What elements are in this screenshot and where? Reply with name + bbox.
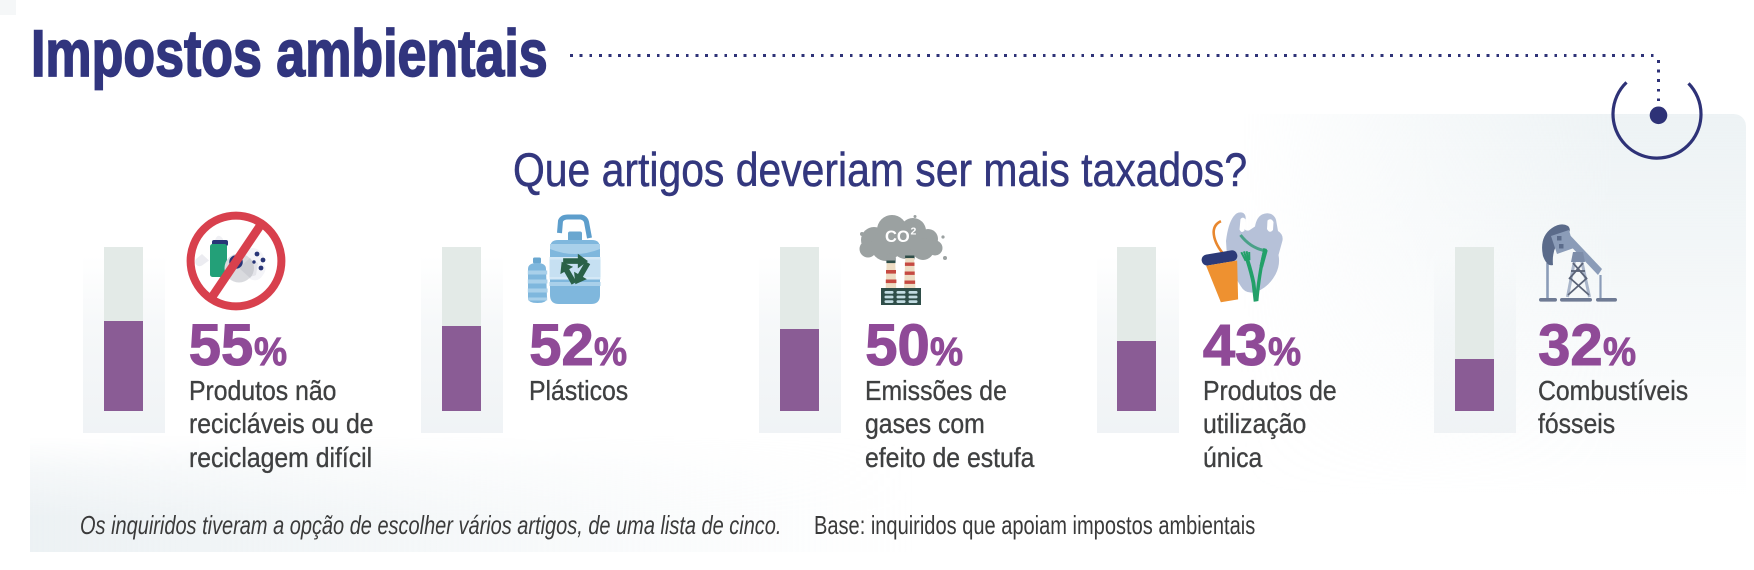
svg-text:2: 2: [911, 226, 917, 238]
svg-text:CO: CO: [885, 228, 910, 246]
